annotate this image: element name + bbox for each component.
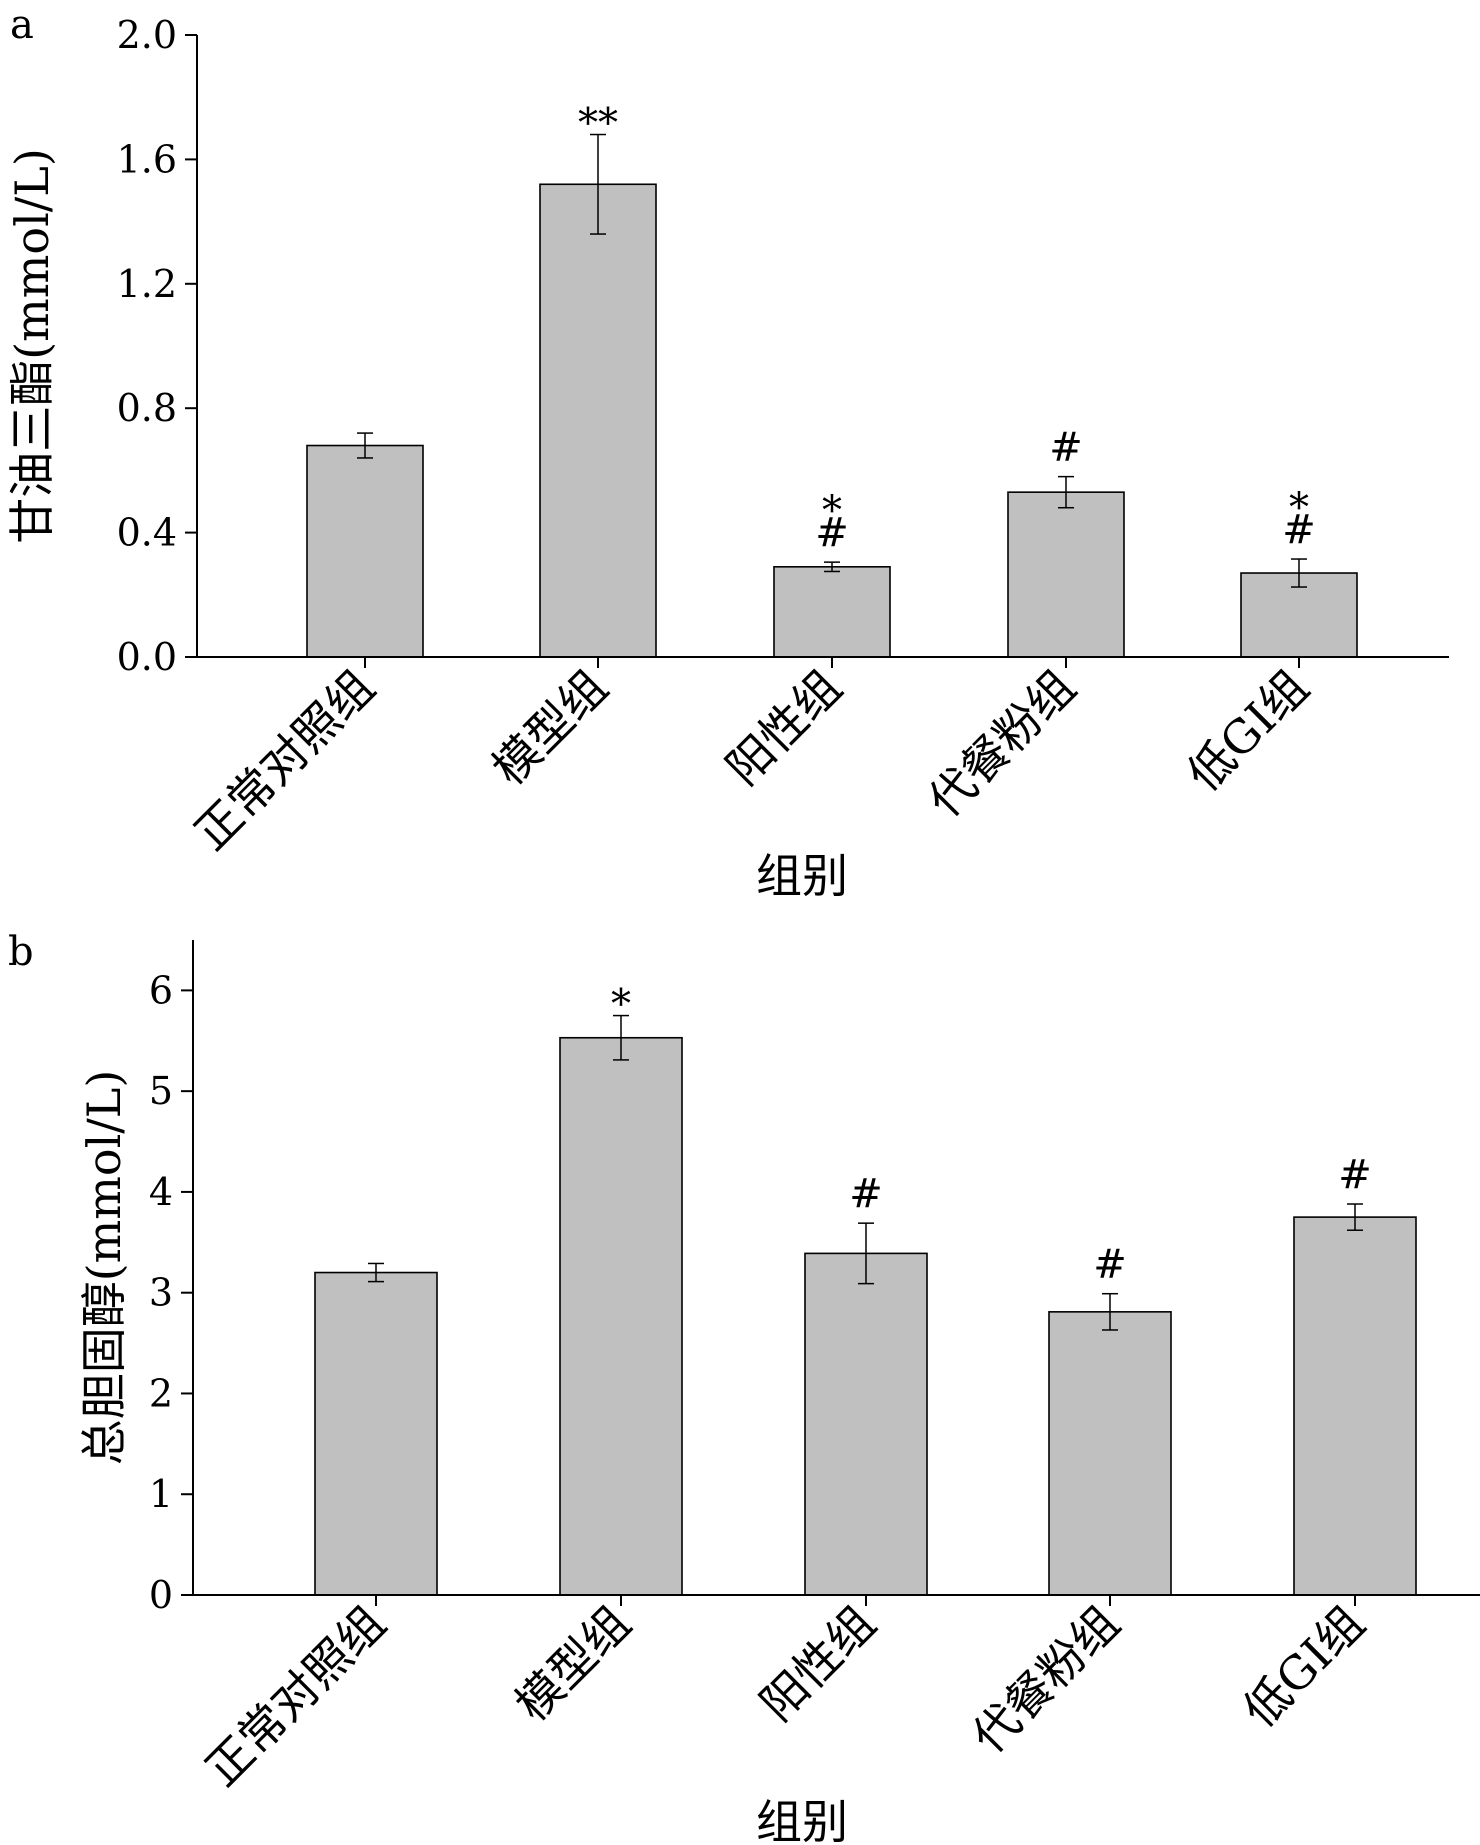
bar-1: [314, 1271, 438, 1596]
significance-mark-2-1: *: [611, 982, 631, 1028]
error-bar-2: [590, 133, 606, 235]
y-tick-label-6: 2.0: [117, 13, 177, 57]
y-tick-label-2: 1: [149, 1472, 173, 1516]
error-bar-4: [1102, 1292, 1118, 1331]
panel-label: a: [10, 2, 34, 48]
y-tick-label-7: 6: [149, 968, 173, 1012]
bar-2: [539, 183, 657, 658]
error-bar-5: [1347, 1203, 1363, 1231]
category-label-5: 低GI组: [1233, 1596, 1375, 1738]
significance-mark-4-1: #: [1093, 1242, 1127, 1288]
bar-4: [1048, 1311, 1172, 1596]
y-axis-title: 总胆固醇(mmol/L): [77, 1070, 131, 1466]
error-bar-1: [368, 1262, 384, 1283]
significance-mark-5-1: #: [1338, 1152, 1372, 1198]
significance-mark-2-1: **: [578, 101, 618, 147]
panel-label: b: [8, 929, 34, 975]
error-bar-5: [1291, 558, 1307, 588]
error-bar-4: [1058, 475, 1074, 509]
x-axis-title: 组别: [756, 849, 848, 903]
bar-2: [559, 1036, 683, 1596]
x-axis-title: 组别: [756, 1795, 848, 1845]
error-bar-3: [858, 1222, 874, 1285]
significance-mark-5-2: *: [1289, 485, 1309, 531]
chart-panel-b: b * # # #0 1 2 3 4 5 6 正常对照组 模型组 阳性组 代餐粉组 低GI组 总胆固醇(mmol…: [8, 929, 1480, 1845]
y-tick-label-2: 0.4: [117, 511, 177, 555]
y-tick-label-5: 4: [149, 1170, 173, 1214]
category-label-1: 正常对照组: [184, 660, 385, 861]
bar-5: [1293, 1216, 1417, 1596]
error-bar-1: [357, 432, 373, 459]
y-tick-label-5: 1.6: [117, 137, 177, 181]
category-label-4: 代餐粉组: [917, 660, 1085, 828]
y-tick-label-6: 5: [149, 1069, 173, 1113]
category-label-3: 阳性组: [716, 660, 852, 796]
significance-mark-4-1: #: [1049, 425, 1083, 471]
y-tick-label-3: 0.8: [117, 386, 177, 430]
error-bar-2: [613, 1014, 629, 1061]
category-label-4: 代餐粉组: [961, 1596, 1129, 1764]
bar-3: [804, 1252, 928, 1596]
category-label-2: 模型组: [482, 660, 618, 796]
y-tick-label-4: 1.2: [117, 262, 177, 306]
significance-mark-3-1: #: [815, 510, 849, 556]
bar-1: [306, 444, 424, 658]
y-tick-label-4: 3: [149, 1271, 173, 1315]
y-tick-label-1: 0: [149, 1573, 173, 1617]
category-label-1: 正常对照组: [195, 1596, 396, 1797]
bar-3: [773, 566, 891, 658]
bar-4: [1007, 491, 1125, 658]
category-label-2: 模型组: [505, 1596, 641, 1732]
category-label-3: 阳性组: [750, 1596, 886, 1732]
y-tick-label-1: 0.0: [117, 635, 177, 679]
significance-mark-3-1: #: [849, 1171, 883, 1217]
y-tick-label-3: 2: [149, 1371, 173, 1415]
y-axis-title: 甘油三酯(mmol/L): [5, 148, 59, 544]
error-bar-3: [824, 561, 840, 573]
category-label-5: 低GI组: [1177, 660, 1319, 802]
significance-mark-3-2: *: [822, 488, 842, 534]
significance-mark-5-1: #: [1282, 507, 1316, 553]
